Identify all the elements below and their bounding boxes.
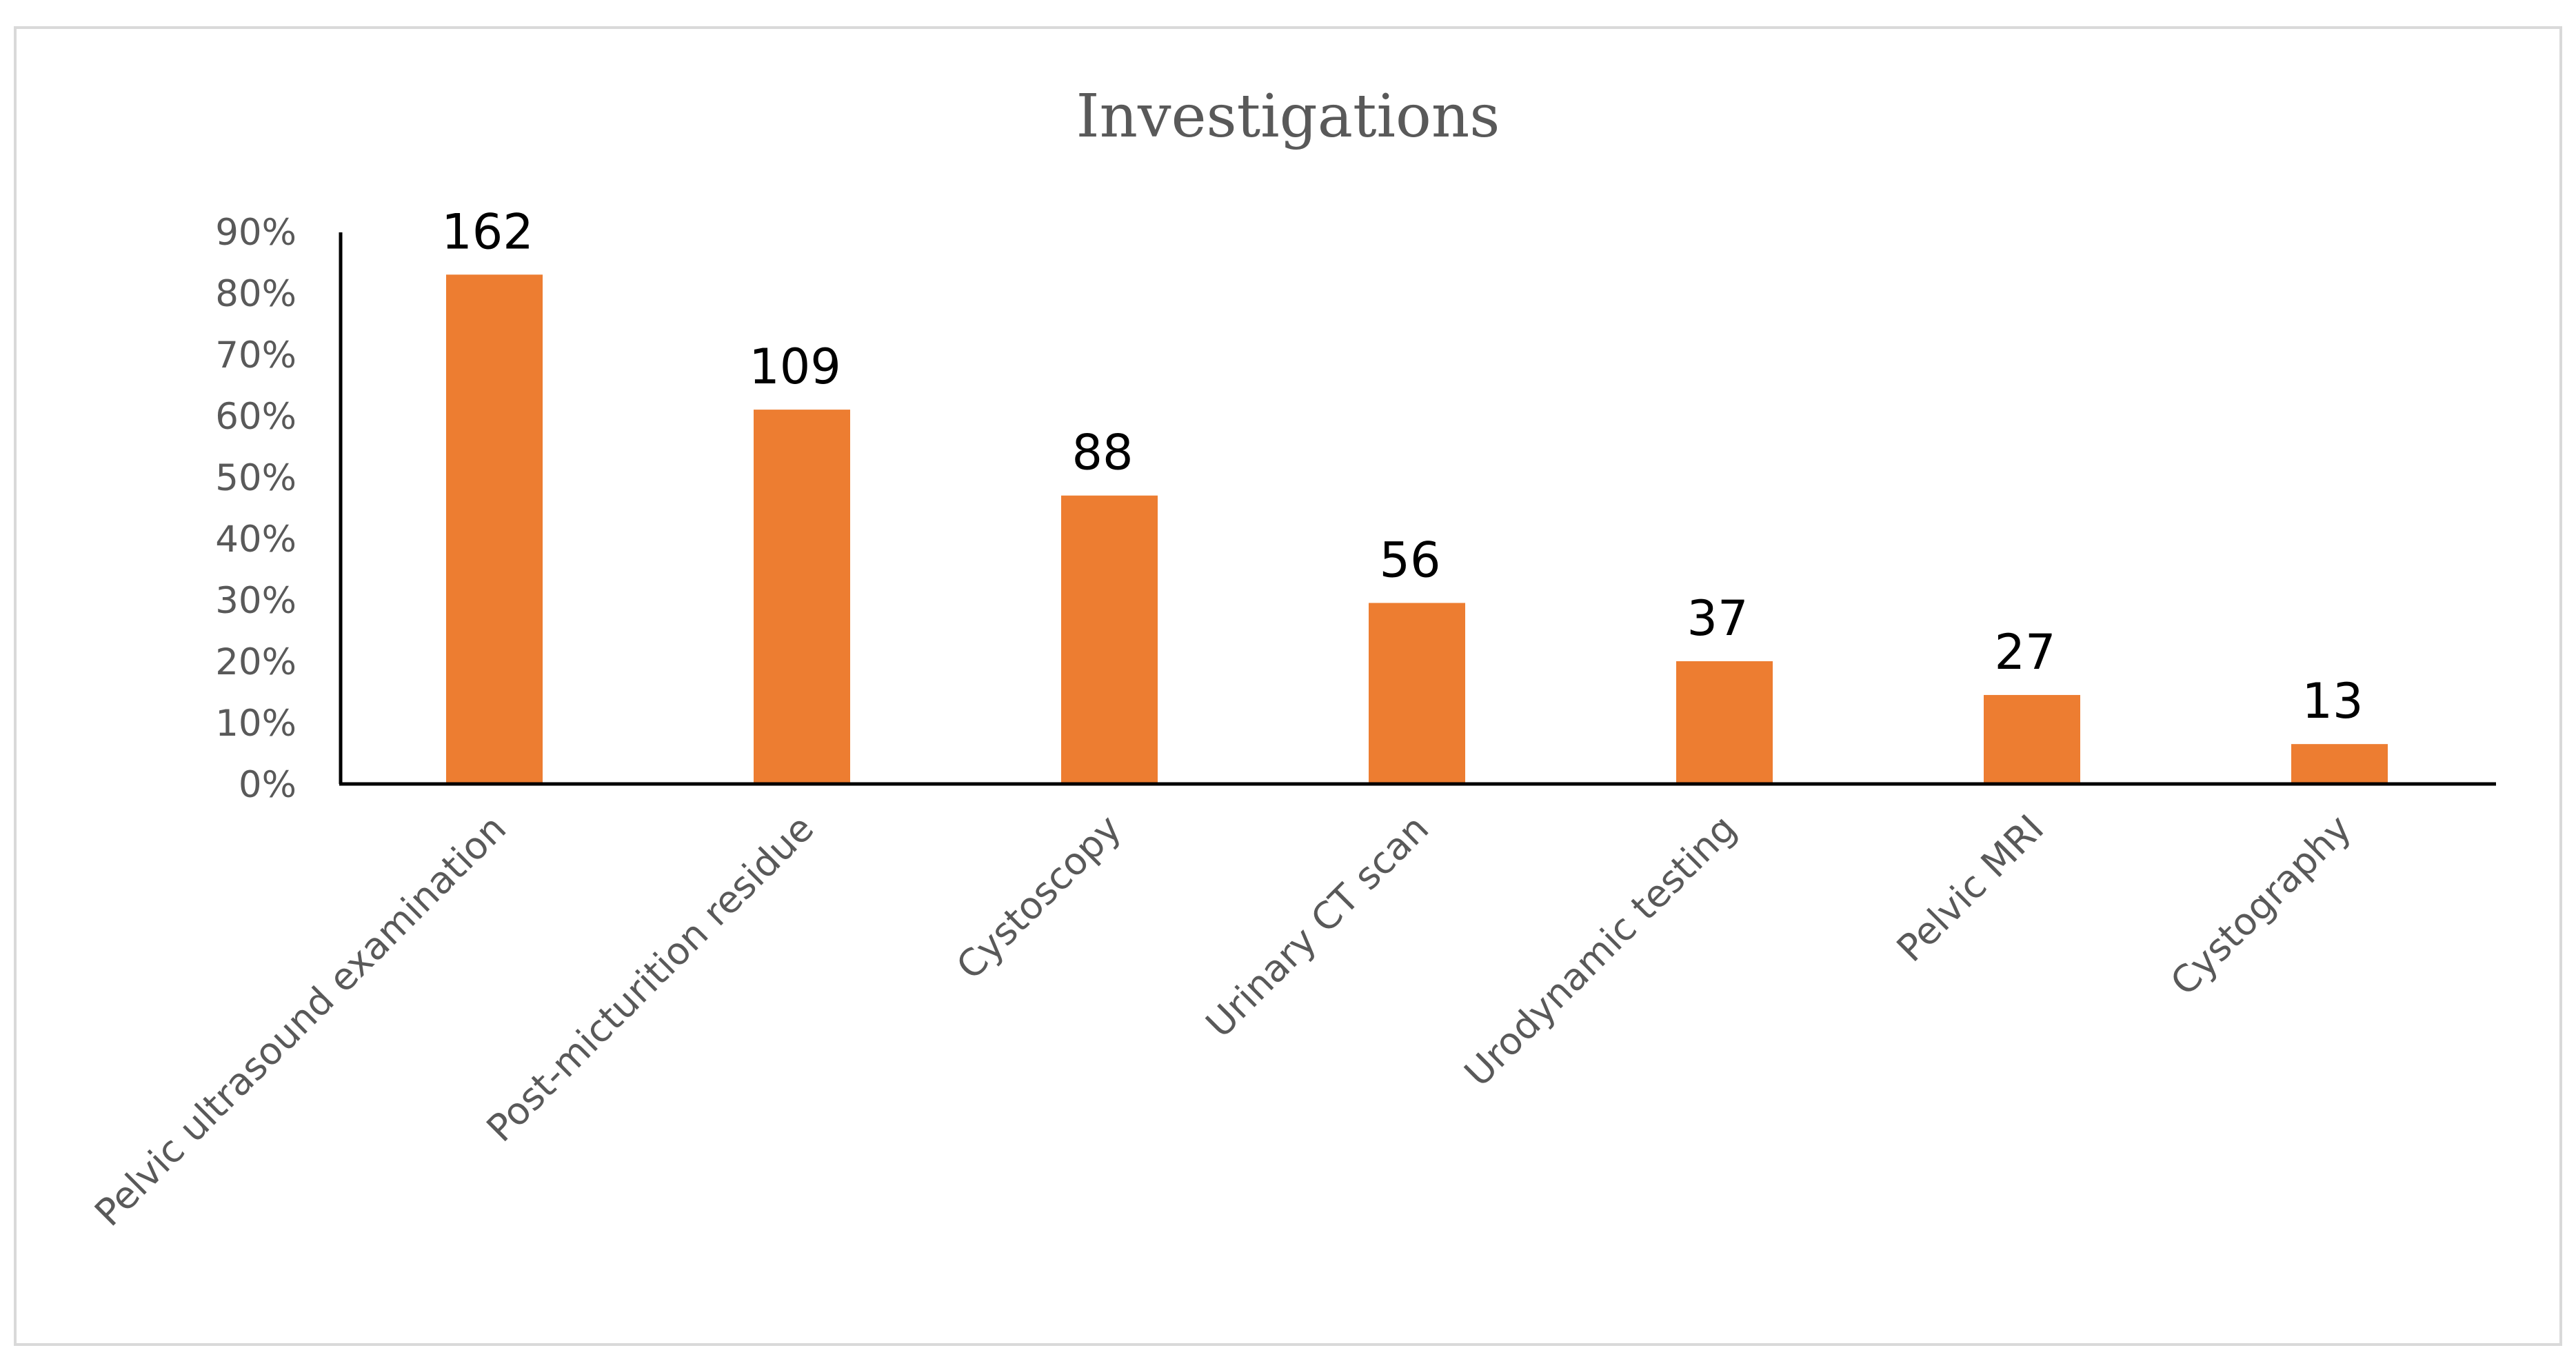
y-tick-label: 0% [239, 764, 296, 806]
bar-data-label: 109 [749, 339, 841, 395]
y-tick-label: 80% [215, 273, 296, 315]
bar-data-label: 37 [1687, 590, 1748, 647]
bar-data-label: 13 [2302, 673, 2363, 729]
bar-data-label: 162 [441, 203, 534, 260]
bar-data-label: 88 [1071, 425, 1133, 481]
bar-data-label: 56 [1379, 532, 1440, 588]
bar [754, 410, 850, 784]
chart-title: Investigations [1076, 82, 1500, 151]
bar [1984, 694, 2080, 784]
bar [1369, 603, 1465, 784]
bar [1061, 495, 1158, 784]
bar-data-label: 27 [1994, 624, 2055, 681]
y-tick-label: 30% [215, 580, 296, 622]
y-tick-label: 20% [215, 641, 296, 683]
y-tick-label: 60% [215, 396, 296, 438]
y-axis-ticks: 0% 10% 20% 30% 40% 50% 60% 70% 80% 90% [215, 212, 296, 806]
y-tick-label: 40% [215, 519, 296, 561]
y-tick-label: 50% [215, 457, 296, 499]
y-tick-label: 10% [215, 703, 296, 745]
bars [446, 274, 2388, 784]
bar [2291, 744, 2388, 784]
y-tick-label: 70% [215, 334, 296, 376]
data-labels: 162 109 88 56 37 27 13 [441, 203, 2363, 729]
y-tick-label: 90% [215, 212, 296, 254]
bar [446, 274, 543, 784]
chart-border [14, 26, 2562, 1346]
bar [1676, 661, 1773, 784]
